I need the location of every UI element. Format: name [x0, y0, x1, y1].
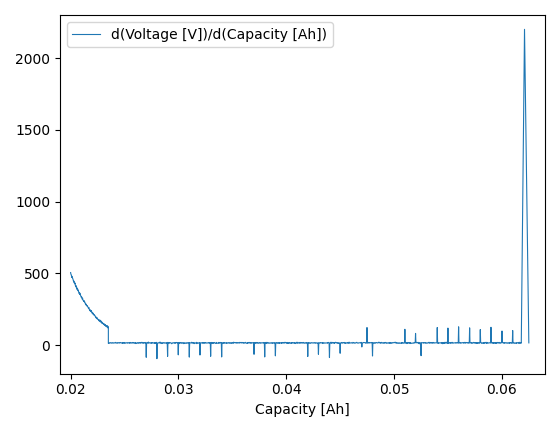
d(Voltage [V])/d(Capacity [Ah]) [525, 340, 532, 346]
d(Voltage [V])/d(Capacity [Ah]) [141, 340, 147, 346]
d(Voltage [V])/d(Capacity [Ah]) [521, 27, 528, 32]
d(Voltage [V])/d(Capacity [Ah]) [74, 287, 81, 292]
d(Voltage [V])/d(Capacity [Ah]) [332, 340, 338, 346]
d(Voltage [V])/d(Capacity [Ah]) [67, 270, 74, 275]
X-axis label: Capacity [Ah]: Capacity [Ah] [255, 403, 350, 417]
Legend: d(Voltage [V])/d(Capacity [Ah]): d(Voltage [V])/d(Capacity [Ah]) [67, 22, 333, 47]
Line: d(Voltage [V])/d(Capacity [Ah]): d(Voltage [V])/d(Capacity [Ah]) [71, 29, 529, 359]
d(Voltage [V])/d(Capacity [Ah]) [153, 356, 160, 361]
d(Voltage [V])/d(Capacity [Ah]) [293, 340, 300, 345]
d(Voltage [V])/d(Capacity [Ah]) [102, 323, 109, 328]
d(Voltage [V])/d(Capacity [Ah]) [404, 341, 410, 346]
